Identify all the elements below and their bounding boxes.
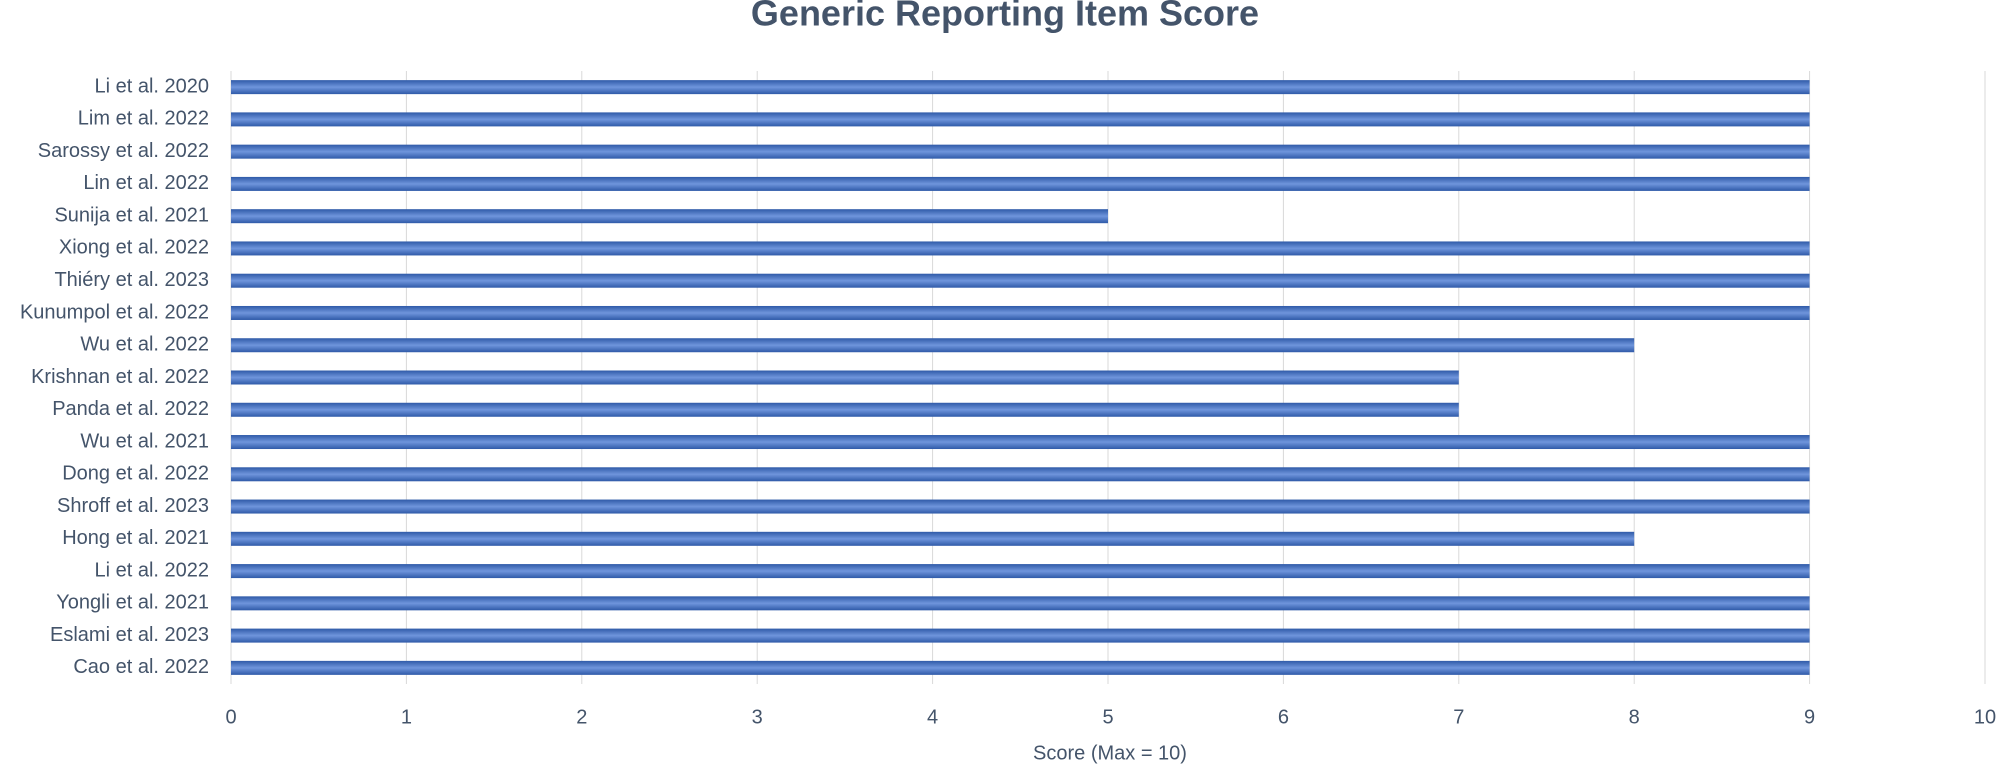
y-tick-label: Eslami et al. 2023 — [50, 624, 209, 646]
y-tick-label: Lin et al. 2022 — [83, 172, 209, 194]
bar — [231, 338, 1635, 353]
x-tick-label: 0 — [225, 706, 236, 728]
y-tick-label: Wu et al. 2022 — [80, 334, 209, 356]
y-tick-label: Sunija et al. 2021 — [54, 204, 209, 226]
x-tick-label: 3 — [752, 706, 763, 728]
bar — [231, 209, 1108, 224]
y-tick-label: Lim et al. 2022 — [78, 108, 209, 130]
chart-title: Generic Reporting Item Score — [751, 0, 1259, 34]
y-tick-label: Panda et al. 2022 — [52, 398, 209, 420]
y-tick-label: Li et al. 2020 — [94, 75, 209, 97]
bar — [231, 564, 1810, 579]
x-tick-label: 7 — [1453, 706, 1464, 728]
x-tick-label: 5 — [1102, 706, 1113, 728]
y-tick-label: Yongli et al. 2021 — [56, 592, 209, 614]
y-tick-label: Sarossy et al. 2022 — [38, 140, 209, 162]
x-tick-label: 1 — [401, 706, 412, 728]
x-tick-label: 4 — [927, 706, 938, 728]
bar — [231, 112, 1810, 127]
bar — [231, 273, 1810, 288]
bar — [231, 435, 1810, 450]
y-tick-label: Dong et al. 2022 — [62, 463, 209, 485]
x-tick-label: 8 — [1629, 706, 1640, 728]
bar — [231, 370, 1459, 385]
bar — [231, 144, 1810, 159]
bar — [231, 660, 1810, 675]
y-tick-label: Li et al. 2022 — [94, 559, 209, 581]
y-tick-label: Cao et al. 2022 — [73, 656, 209, 678]
x-tick-label: 6 — [1278, 706, 1289, 728]
bar — [231, 596, 1810, 611]
y-tick-label: Hong et al. 2021 — [62, 527, 209, 549]
y-tick-label: Wu et al. 2021 — [80, 430, 209, 452]
x-tick-label: 2 — [576, 706, 587, 728]
x-axis-label: Score (Max = 10) — [1033, 742, 1187, 764]
bar — [231, 628, 1810, 643]
bar — [231, 467, 1810, 482]
y-tick-label: Thiéry et al. 2023 — [54, 269, 209, 291]
y-tick-label: Xiong et al. 2022 — [59, 237, 209, 259]
bar — [231, 499, 1810, 514]
bar — [231, 531, 1635, 546]
bar — [231, 80, 1810, 95]
bar — [231, 305, 1810, 320]
bar — [231, 402, 1459, 417]
y-tick-label: Krishnan et al. 2022 — [31, 366, 209, 388]
bar — [231, 176, 1810, 191]
y-tick-label: Shroff et al. 2023 — [57, 495, 209, 517]
bar — [231, 241, 1810, 256]
y-tick-label: Kunumpol et al. 2022 — [20, 301, 209, 323]
x-tick-label: 9 — [1804, 706, 1815, 728]
x-tick-label: 10 — [1974, 706, 1996, 728]
